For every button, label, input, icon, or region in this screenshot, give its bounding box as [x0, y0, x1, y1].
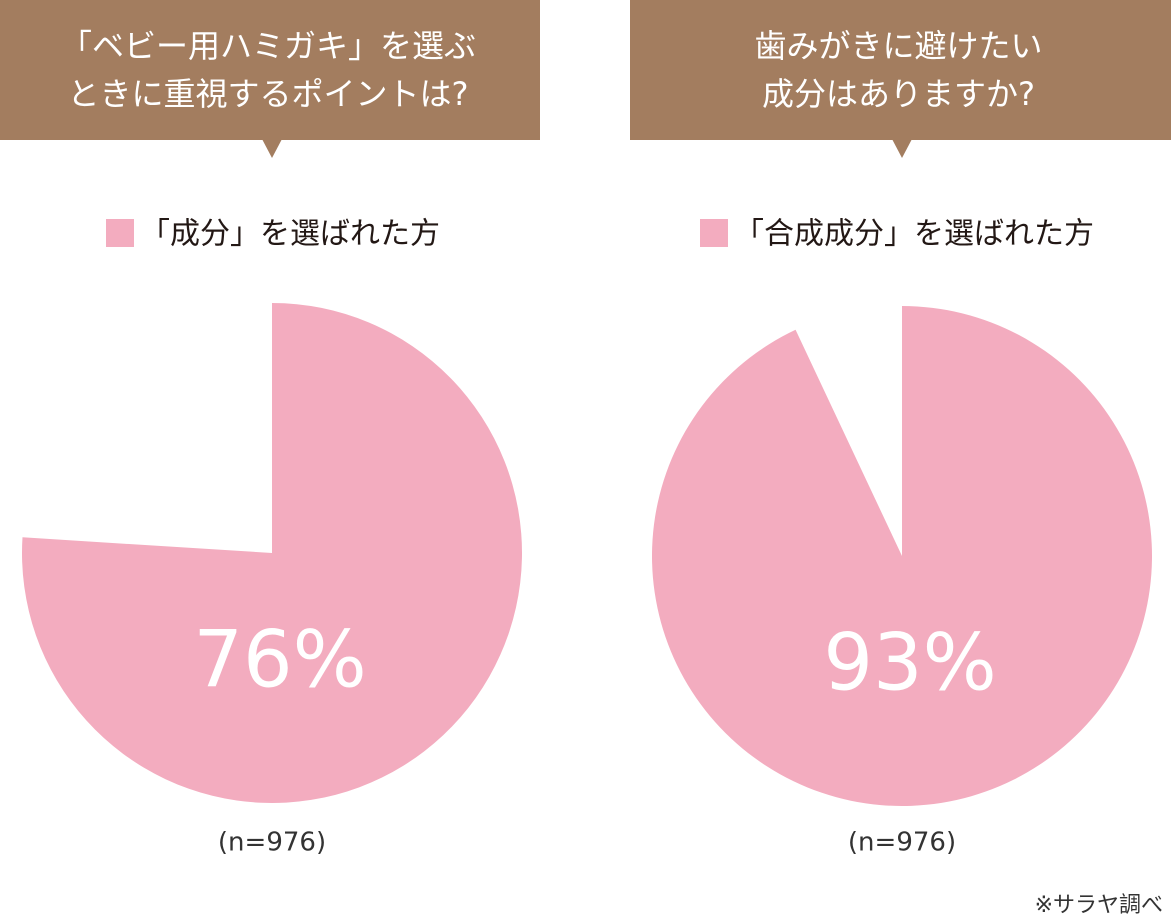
title-box	[0, 0, 540, 140]
legend-swatch	[700, 219, 728, 247]
title-pointer	[262, 139, 282, 158]
chart-title: 歯みがきに避けたい	[754, 27, 1042, 65]
chart-title: 「ベビー用ハミガキ」を選ぶ	[60, 27, 476, 65]
chart-title: 成分はありますか?	[762, 75, 1035, 113]
chart-title: ときに重視するポイントは?	[68, 75, 469, 113]
pie-slice	[21, 303, 523, 803]
legend-label: 「合成成分」を選ばれた方	[734, 217, 1094, 252]
sample-note: (n=976)	[848, 828, 956, 858]
value-label: 76%	[193, 615, 366, 705]
value-label: 93%	[823, 618, 996, 708]
source-note: ※サラヤ調べ	[1035, 893, 1163, 918]
legend-swatch	[106, 219, 134, 247]
pie-slice	[652, 306, 1152, 806]
legend-label: 「成分」を選ばれた方	[140, 217, 440, 252]
title-pointer	[892, 139, 912, 158]
title-box	[630, 0, 1171, 140]
sample-note: (n=976)	[218, 828, 326, 858]
